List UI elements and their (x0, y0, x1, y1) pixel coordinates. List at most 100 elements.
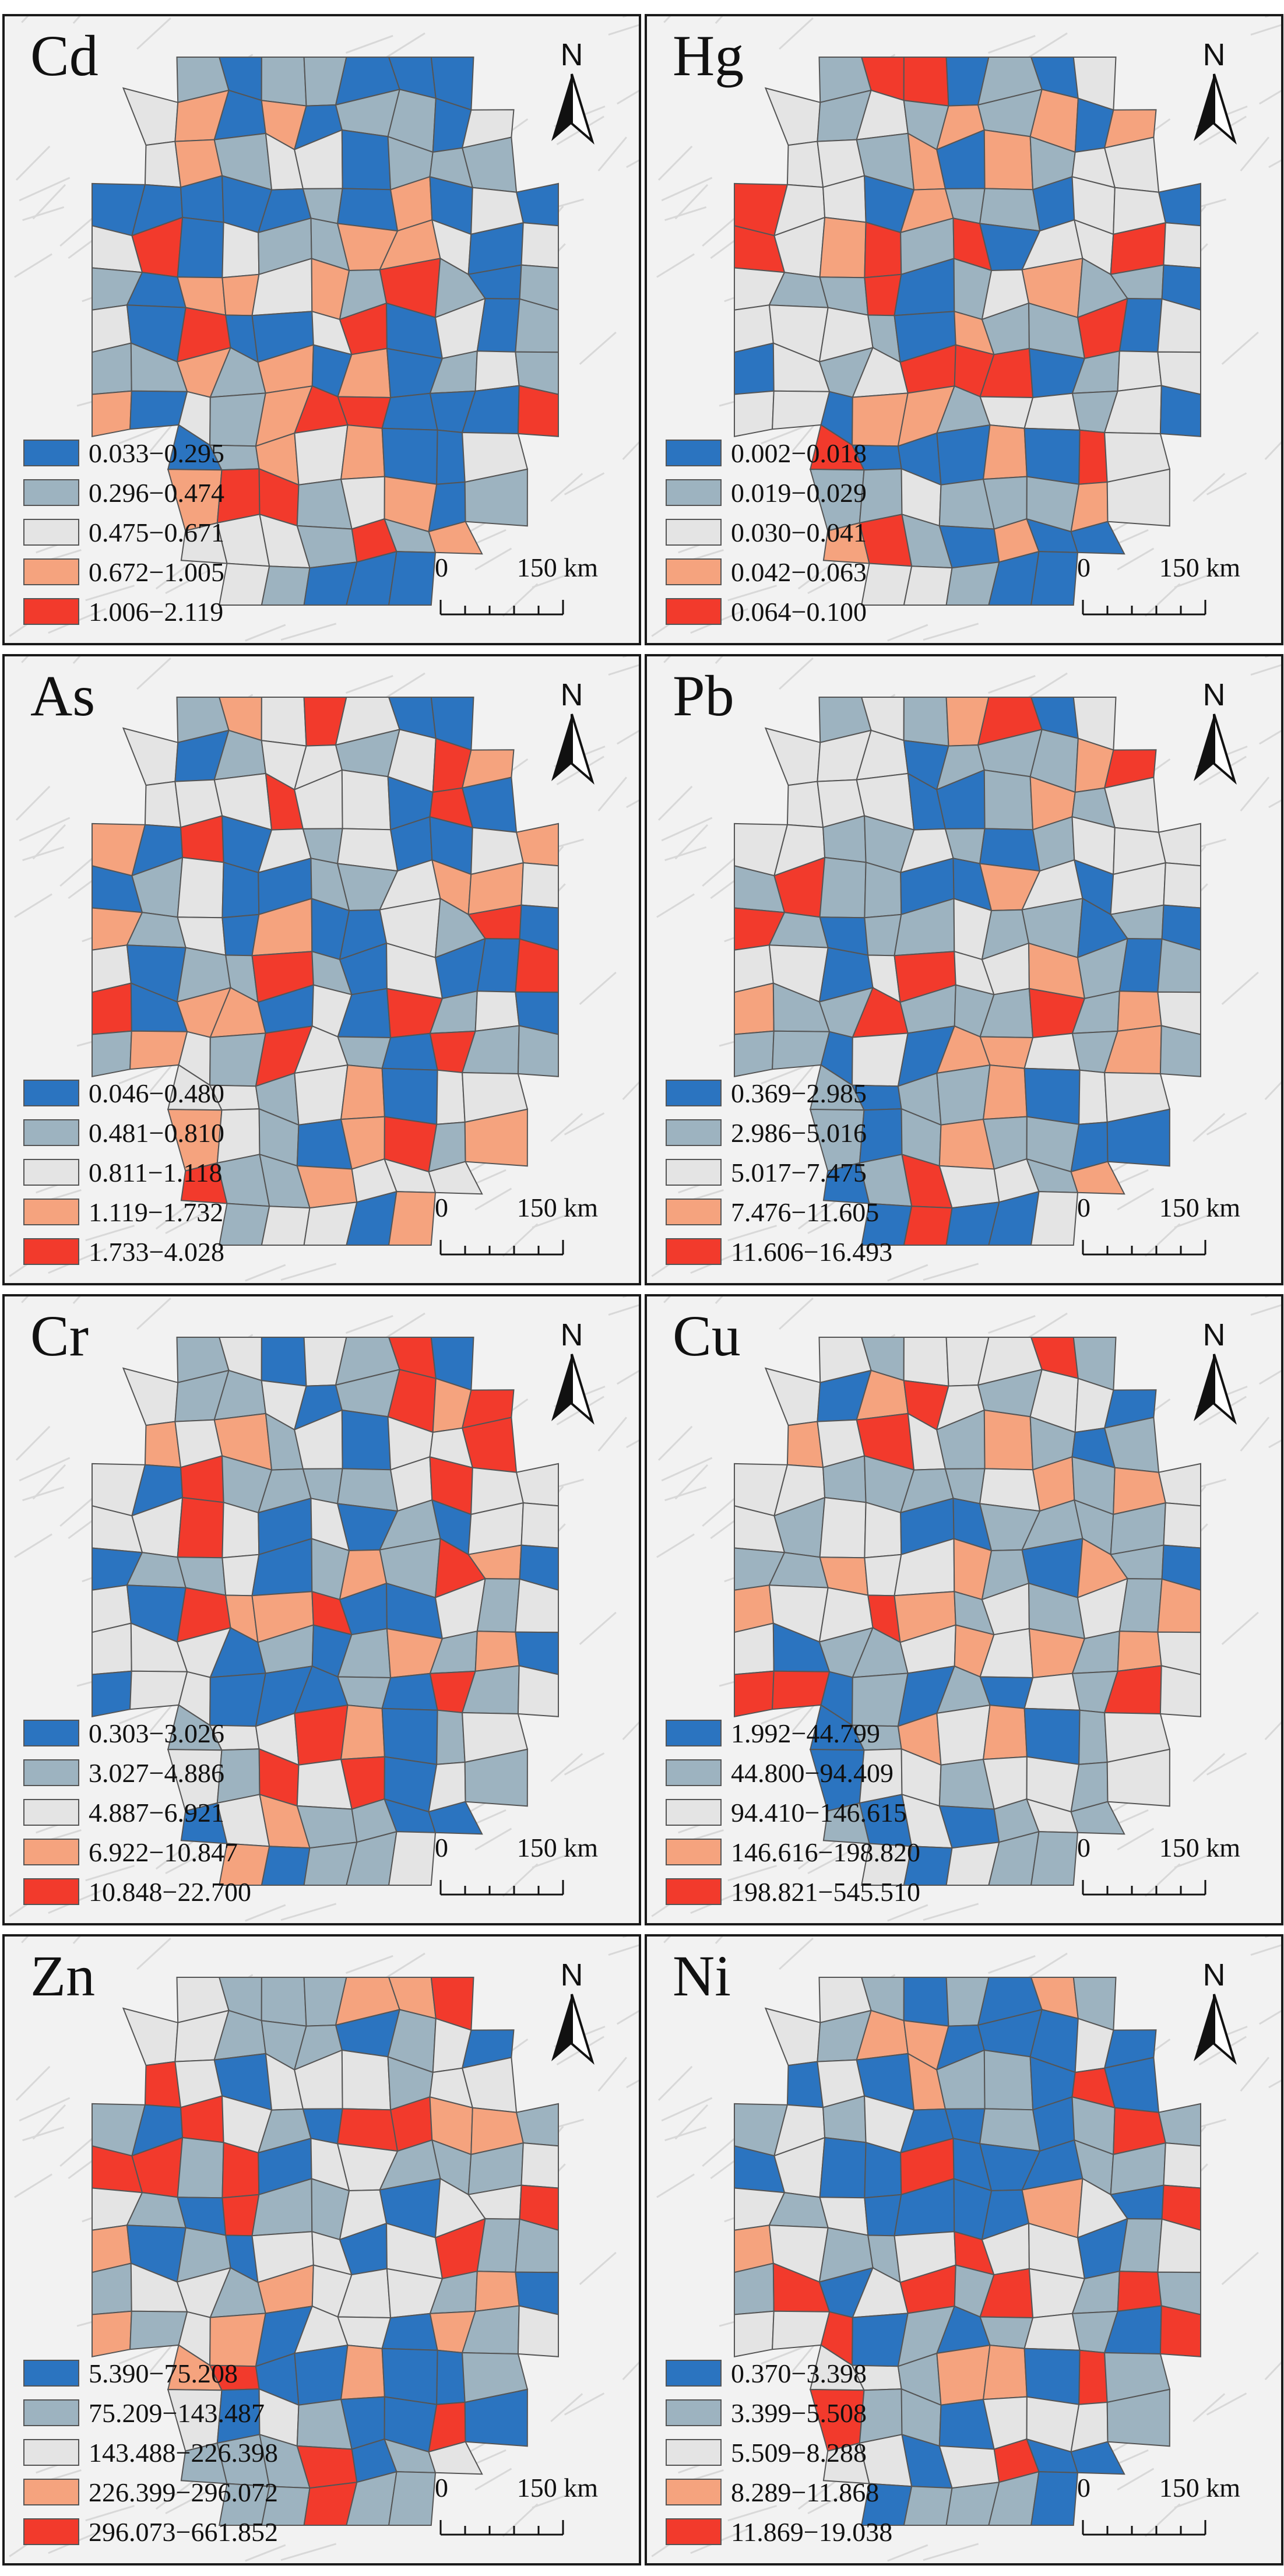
legend-label: 296.073−661.852 (89, 2517, 278, 2547)
scale-zero-label: 0 (1077, 2473, 1090, 2503)
district-region (1163, 862, 1201, 909)
district-region (1078, 1709, 1108, 1765)
legend-swatch (23, 440, 79, 466)
legend-item: 75.209−143.487 (23, 2393, 278, 2433)
district-region (1163, 222, 1201, 269)
legend: 0.002−0.018 0.019−0.029 0.030−0.041 0.04… (666, 433, 867, 631)
district-region (92, 342, 132, 395)
element-title: Zn (30, 1944, 96, 2008)
legend-item: 4.887−6.921 (23, 1793, 251, 1832)
terrain-texture (280, 1903, 337, 1921)
terrain-texture (1117, 1828, 1155, 1851)
district-region (294, 1704, 349, 1766)
district-region (1078, 429, 1108, 485)
legend-item: 0.296−0.474 (23, 473, 224, 512)
terrain-texture (15, 2065, 51, 2101)
legend-swatch (666, 1720, 722, 1746)
district-region (340, 2345, 385, 2401)
terrain-texture (22, 1486, 65, 1502)
legend-swatch (23, 519, 79, 546)
terrain-texture (550, 1113, 583, 1142)
district-region (474, 1630, 520, 1672)
legend: 0.033−0.295 0.296−0.474 0.475−0.671 0.67… (23, 433, 224, 631)
district-region (1106, 1748, 1170, 1807)
terrain-texture (1240, 136, 1270, 172)
legend-label: 5.017−7.475 (731, 1157, 867, 1187)
scale-distance-label: 150 km (1159, 553, 1241, 582)
terrain-texture (664, 1486, 707, 1502)
legend-item: 3.399−5.508 (666, 2393, 892, 2433)
district-region (340, 1705, 385, 1760)
terrain-texture (1240, 2057, 1270, 2092)
legend-item: 1.006−2.119 (23, 592, 224, 631)
legend-item: 5.509−8.288 (666, 2433, 892, 2472)
legend-label: 1.119−1.732 (89, 1197, 224, 1227)
terrain-texture (22, 206, 65, 222)
district-region (517, 2305, 559, 2357)
north-arrow-icon: N (551, 1317, 594, 1425)
terrain-texture (1268, 159, 1281, 168)
map-panel-zn: Zn N 5.390−75.208 75.209−143.487 143.488… (2, 1934, 641, 2566)
district-region (936, 1704, 991, 1766)
terrain-texture (1192, 2393, 1226, 2422)
terrain-texture (550, 473, 583, 502)
district-region (428, 1801, 483, 1835)
district-region (1023, 1672, 1081, 1711)
terrain-texture (1206, 2392, 1247, 2416)
legend-label: 94.410−146.615 (731, 1797, 907, 1828)
terrain-texture (779, 1297, 814, 1330)
legend-item: 3.027−4.886 (23, 1753, 251, 1793)
legend-label: 1.992−44.799 (731, 1718, 880, 1748)
legend: 0.369−2.985 2.986−5.016 5.017−7.475 7.47… (666, 1073, 892, 1271)
district-region (341, 129, 392, 191)
legend-label: 5.390−75.208 (89, 2358, 238, 2388)
north-arrow-icon: N (551, 1958, 594, 2065)
district-region (903, 2486, 953, 2526)
district-region (221, 861, 260, 919)
terrain-texture (21, 16, 29, 23)
terrain-texture (923, 1903, 979, 1921)
legend-swatch (23, 2439, 79, 2466)
legend-swatch (666, 440, 722, 466)
district-region (388, 1831, 437, 1886)
terrain-texture (597, 2057, 628, 2092)
north-arrow-icon: N (1194, 1317, 1237, 1425)
district-region (982, 2345, 1028, 2401)
terrain-texture (988, 674, 1036, 694)
district-region (381, 2313, 438, 2351)
district-region (1023, 2347, 1081, 2405)
terrain-texture (22, 2126, 65, 2142)
legend-swatch (666, 2360, 722, 2387)
legend-label: 7.476−11.605 (731, 1197, 880, 1227)
terrain-texture (19, 2097, 71, 2122)
district-region (388, 1191, 437, 1246)
legend-item: 11.606−16.493 (666, 1232, 892, 1271)
choropleth-map (647, 1937, 1281, 2563)
district-region (218, 1203, 270, 1246)
terrain-texture (807, 1849, 853, 1875)
legend-item: 7.476−11.605 (666, 1192, 892, 1232)
district-region (436, 429, 466, 485)
district-region (734, 982, 775, 1035)
legend-item: 0.481−0.810 (23, 1113, 224, 1152)
scale-distance-label: 150 km (517, 2473, 599, 2503)
district-region (294, 2344, 349, 2406)
district-region (177, 2136, 224, 2199)
terrain-texture (1117, 547, 1155, 571)
district-region (734, 1622, 775, 1675)
district-region (221, 2141, 260, 2199)
district-region (381, 1067, 438, 1125)
legend-swatch (23, 2399, 79, 2426)
terrain-texture (727, 2505, 778, 2522)
terrain-texture (1259, 1370, 1281, 1385)
district-region (381, 2347, 438, 2405)
north-arrow-icon: N (1194, 1958, 1237, 2065)
terrain-texture (661, 2097, 713, 2122)
terrain-texture (564, 2392, 605, 2416)
terrain-texture (1144, 583, 1181, 617)
district-region (734, 2262, 775, 2315)
legend-label: 4.887−6.921 (89, 1797, 224, 1828)
district-region (734, 2310, 775, 2358)
district-region (1117, 990, 1162, 1032)
legend-swatch (666, 1839, 722, 1865)
